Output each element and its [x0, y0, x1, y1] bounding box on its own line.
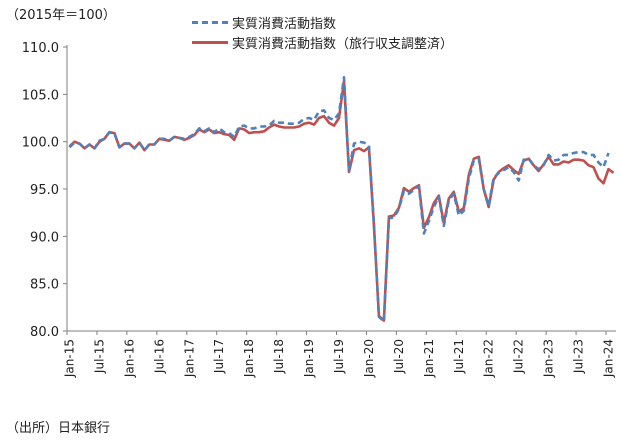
x-tick-label: Jul-18	[272, 339, 286, 374]
x-tick-label: Jul-17	[212, 339, 226, 374]
axes	[63, 45, 616, 335]
x-tick-label: Jan-19	[302, 339, 316, 378]
legend-label-series-1: 実質消費活動指数	[232, 16, 337, 32]
x-axis-tick-labels: Jan-15 Jul-15 Jan-16 Jul-16 Jan-17 Jul-17 Jan-…	[62, 339, 615, 378]
series-line-2	[68, 79, 615, 322]
y-tick-label: 110.0	[22, 41, 59, 56]
legend-swatch-solid	[192, 40, 228, 44]
y-tick-label: 80.0	[30, 325, 59, 340]
x-tick-label: Jul-20	[392, 339, 406, 374]
x-tick-label: Jul-15	[92, 339, 106, 374]
x-tick-label: Jul-21	[452, 339, 466, 374]
x-tick-label: Jul-22	[512, 339, 526, 374]
x-tick-label: Jan-16	[122, 339, 136, 378]
series-line-1	[68, 76, 610, 323]
source-label: （出所）日本銀行	[6, 421, 111, 436]
series-layer	[68, 76, 615, 323]
legend-label-series-2: 実質消費活動指数（旅行収支調整済）	[232, 36, 454, 52]
y-tick-label: 85.0	[30, 278, 59, 293]
x-tick-label: Jul-19	[332, 339, 346, 374]
x-tick-label: Jan-23	[542, 339, 556, 378]
y-tick-label: 90.0	[30, 230, 59, 245]
x-tick-label: Jan-20	[362, 339, 376, 378]
x-tick-label: Jan-22	[482, 339, 496, 378]
legend-swatch-dashed	[192, 20, 228, 24]
y-axis-tick-labels: 80.0 85.0 90.0 95.0 100.0 105.0 110.0	[22, 41, 59, 340]
y-tick-label: 105.0	[22, 88, 59, 103]
unit-label: （2015年＝100）	[6, 8, 116, 23]
x-tick-label: Jan-15	[62, 339, 76, 378]
y-tick-label: 95.0	[30, 183, 59, 198]
legend-item-series-2: 実質消費活動指数（旅行収支調整済）	[192, 32, 453, 52]
x-tick-label: Jan-21	[422, 339, 436, 378]
legend-item-series-1: 実質消費活動指数	[192, 12, 453, 32]
x-tick-label: Jan-18	[242, 339, 256, 378]
legend: 実質消費活動指数 実質消費活動指数（旅行収支調整済）	[192, 12, 453, 52]
x-tick-label: Jul-23	[572, 339, 586, 374]
x-tick-label: Jan-24	[602, 339, 616, 378]
x-tick-label: Jul-16	[152, 339, 166, 374]
y-tick-label: 100.0	[22, 136, 59, 151]
x-tick-label: Jan-17	[182, 339, 196, 378]
